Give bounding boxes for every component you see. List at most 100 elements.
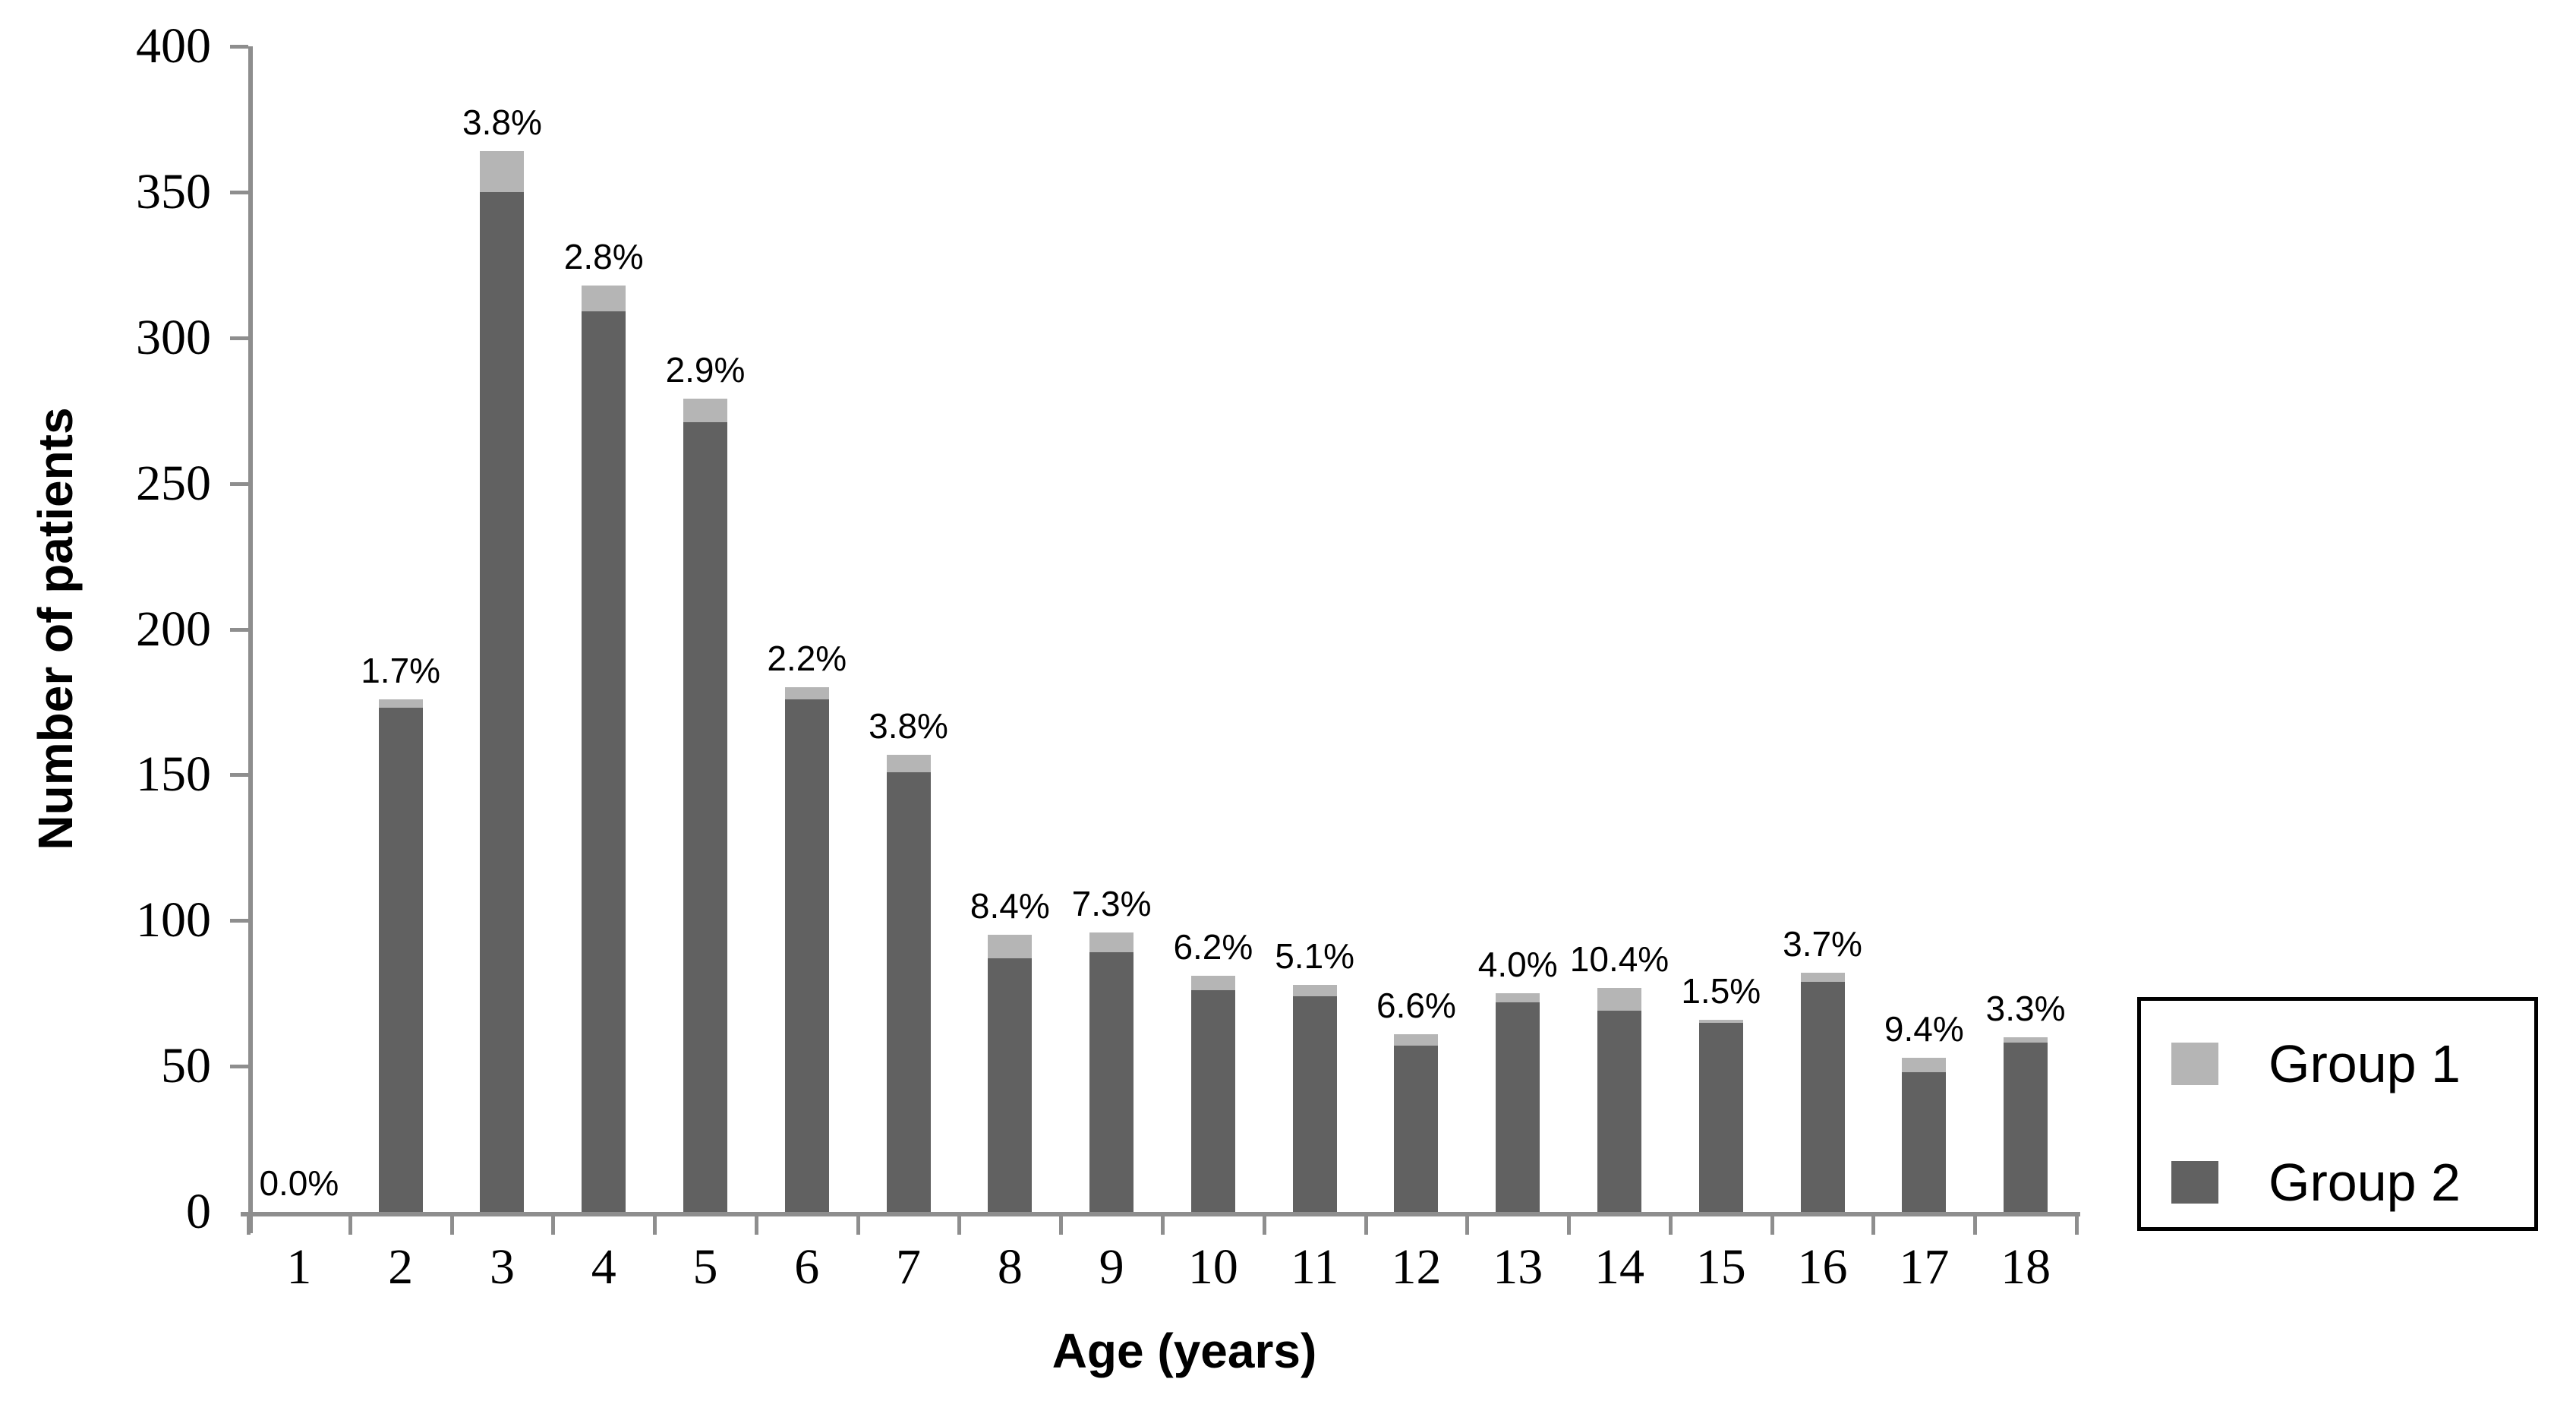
bar-segment-group2 xyxy=(784,699,829,1212)
x-category-label: 2 xyxy=(388,1239,414,1295)
bar-segment-group1 xyxy=(1698,1019,1743,1023)
bar-segment-group2 xyxy=(2004,1043,2048,1212)
y-tick xyxy=(230,627,248,632)
x-tick xyxy=(348,1216,352,1235)
bar-percent-label: 8.4% xyxy=(970,886,1050,926)
y-tick xyxy=(230,336,248,340)
x-tick xyxy=(551,1216,556,1235)
bar-segment-group1 xyxy=(1496,993,1540,1002)
bar-percent-label: 9.4% xyxy=(1884,1008,1964,1049)
legend-item-group1: Group 1 xyxy=(2171,1037,2461,1090)
x-category-label: 7 xyxy=(896,1239,922,1295)
x-tick xyxy=(856,1216,860,1235)
x-category-label: 5 xyxy=(692,1239,718,1295)
y-tick xyxy=(230,1065,248,1069)
x-category-label: 15 xyxy=(1695,1239,1746,1295)
bar-age-17 xyxy=(1902,1057,1947,1212)
bar-segment-group1 xyxy=(480,151,525,192)
bar-segment-group1 xyxy=(378,699,423,708)
bar-segment-group2 xyxy=(582,311,626,1212)
x-tick xyxy=(1059,1216,1064,1235)
bar-age-12 xyxy=(1394,1033,1439,1212)
x-axis-title: Age (years) xyxy=(1052,1324,1317,1378)
bar-segment-group2 xyxy=(1496,1002,1540,1212)
bar-segment-group1 xyxy=(1902,1057,1947,1072)
y-tick-label: 100 xyxy=(136,892,211,948)
bar-age-14 xyxy=(1597,987,1641,1212)
x-category-label: 14 xyxy=(1594,1239,1644,1295)
bar-percent-label: 3.8% xyxy=(462,103,542,143)
bar-segment-group1 xyxy=(1089,932,1134,953)
y-tick xyxy=(230,481,248,486)
bar-percent-label: 5.1% xyxy=(1275,936,1355,976)
x-tick xyxy=(1262,1216,1266,1235)
bar-segment-group1 xyxy=(582,285,626,312)
bar-percent-label: 2.8% xyxy=(563,236,644,276)
bar-age-8 xyxy=(988,935,1033,1212)
legend-label-group2: Group 2 xyxy=(2269,1153,2461,1212)
x-tick xyxy=(1465,1216,1470,1235)
bar-segment-group1 xyxy=(1190,976,1235,991)
bar-segment-group2 xyxy=(1698,1022,1743,1212)
x-tick xyxy=(1567,1216,1572,1235)
bar-age-11 xyxy=(1292,984,1337,1212)
y-tick-label: 400 xyxy=(136,18,211,74)
bar-age-18 xyxy=(2004,1037,2048,1212)
x-tick xyxy=(653,1216,657,1235)
y-tick-label: 250 xyxy=(136,455,211,511)
x-axis-line xyxy=(241,1212,2080,1216)
bar-percent-label: 3.7% xyxy=(1783,924,1862,964)
x-category-label: 17 xyxy=(1899,1239,1950,1295)
y-tick xyxy=(230,773,248,778)
bar-segment-group1 xyxy=(1394,1033,1439,1046)
y-tick xyxy=(230,919,248,923)
x-category-label: 11 xyxy=(1290,1239,1339,1295)
legend-label-group1: Group 1 xyxy=(2269,1034,2461,1093)
bar-segment-group2 xyxy=(1902,1071,1947,1212)
bar-segment-group2 xyxy=(1292,996,1337,1212)
y-tick-label: 350 xyxy=(136,163,211,219)
x-tick xyxy=(1161,1216,1165,1235)
bar-segment-group1 xyxy=(1597,987,1641,1011)
bar-segment-group2 xyxy=(1089,952,1134,1212)
x-category-label: 10 xyxy=(1187,1239,1238,1295)
bar-age-16 xyxy=(1800,973,1845,1212)
x-tick xyxy=(2075,1216,2079,1235)
x-tick xyxy=(1770,1216,1774,1235)
bar-percent-label: 4.0% xyxy=(1477,945,1558,985)
bar-age-6 xyxy=(784,687,829,1212)
bar-segment-group2 xyxy=(683,422,727,1212)
y-tick-label: 150 xyxy=(136,746,211,803)
x-category-label: 8 xyxy=(997,1239,1023,1295)
legend-box: Group 1 Group 2 xyxy=(2137,997,2538,1231)
y-axis-line xyxy=(248,46,253,1233)
legend-item-group2: Group 2 xyxy=(2171,1156,2461,1209)
bar-age-4 xyxy=(582,285,626,1212)
bar-segment-group1 xyxy=(1292,984,1337,997)
bar-segment-group1 xyxy=(1800,973,1845,982)
bar-percent-label: 2.9% xyxy=(665,350,746,390)
bar-segment-group2 xyxy=(1394,1046,1439,1212)
y-tick xyxy=(230,190,248,194)
x-tick xyxy=(1668,1216,1673,1235)
bar-segment-group2 xyxy=(1800,981,1845,1212)
y-tick-label: 200 xyxy=(136,601,211,657)
bar-percent-label: 3.8% xyxy=(869,705,948,746)
x-category-label: 16 xyxy=(1797,1239,1848,1295)
x-tick xyxy=(1973,1216,1978,1235)
y-tick-label: 300 xyxy=(136,309,211,365)
bar-percent-label: 6.2% xyxy=(1173,927,1253,967)
bar-segment-group2 xyxy=(988,958,1033,1212)
x-category-label: 12 xyxy=(1391,1239,1442,1295)
y-tick-label: 50 xyxy=(161,1038,211,1094)
bar-segment-group2 xyxy=(1597,1011,1641,1212)
x-tick xyxy=(247,1216,251,1235)
x-category-label: 1 xyxy=(286,1239,312,1295)
bar-segment-group2 xyxy=(480,191,525,1212)
x-category-label: 4 xyxy=(591,1239,616,1295)
bar-percent-label: 10.4% xyxy=(1569,939,1670,979)
bar-age-2 xyxy=(378,699,423,1212)
bar-percent-label: 2.2% xyxy=(767,639,847,679)
bar-age-7 xyxy=(886,754,931,1212)
y-tick-label: 0 xyxy=(186,1184,211,1239)
